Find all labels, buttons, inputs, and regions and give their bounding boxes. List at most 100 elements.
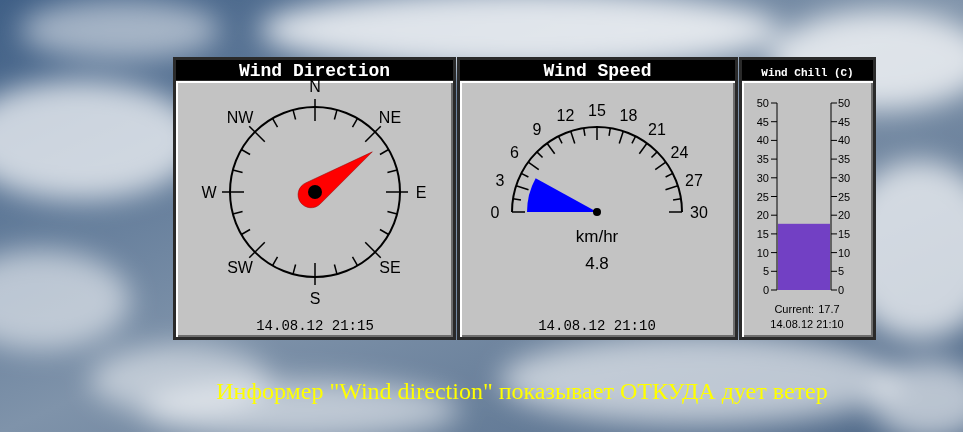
major-tick: [547, 143, 555, 154]
minor-tick: [293, 110, 296, 120]
tick-left: [771, 177, 777, 178]
gauge-hub: [593, 208, 601, 216]
panel: Wind Chill (C)00551010151520202525303035…: [739, 57, 876, 340]
tick-label-left: 45: [757, 116, 769, 128]
direction-needle: [298, 152, 372, 208]
tick-right: [831, 177, 837, 178]
cloud: [0, 80, 200, 200]
tick-label: 27: [685, 172, 703, 189]
tick-right: [831, 290, 837, 291]
major-tick: [516, 186, 528, 190]
panel-face: [744, 83, 871, 335]
panel-frame: [173, 57, 456, 340]
tick-right: [831, 140, 837, 141]
timestamp: 14.08.12 21:10: [538, 318, 656, 334]
wind-chill-bar: [778, 224, 830, 290]
minor-tick: [380, 230, 389, 235]
major-tick: [365, 126, 381, 142]
current-label: Current:17.7: [774, 303, 839, 315]
tick-right: [831, 196, 837, 197]
value-label: 17.7: [818, 303, 839, 315]
clouds: [0, 0, 963, 432]
tick-right: [831, 103, 837, 104]
minor-tick: [609, 128, 610, 136]
title-bar: [460, 60, 735, 80]
minor-tick: [673, 199, 681, 200]
minor-tick: [632, 136, 636, 143]
panel-face: [178, 83, 451, 335]
tick-label: 24: [671, 144, 689, 161]
panel-bevel: [744, 83, 873, 337]
direction-label: SW: [227, 259, 254, 276]
direction-label: NE: [379, 109, 401, 126]
tick-label: 30: [690, 204, 708, 221]
tick-label-left: 5: [763, 265, 769, 277]
major-tick: [222, 191, 244, 193]
tick-left: [771, 233, 777, 234]
major-tick: [655, 162, 666, 170]
direction-label: SE: [379, 259, 400, 276]
title-bar: [176, 60, 453, 80]
title-bar: [742, 60, 873, 80]
major-tick: [596, 127, 598, 140]
minor-tick: [380, 150, 389, 155]
minor-tick: [293, 264, 296, 274]
needle-hub: [308, 185, 322, 199]
tick-label-right: 10: [838, 247, 850, 259]
minor-tick: [558, 136, 562, 143]
major-tick: [571, 131, 575, 143]
gauge-arc: [512, 127, 682, 212]
minor-tick: [387, 211, 397, 214]
major-tick: [639, 143, 647, 154]
cloud: [870, 360, 963, 432]
direction-label: S: [310, 290, 321, 307]
timestamp: 14.08.12 21:10: [770, 318, 843, 330]
minor-tick: [521, 173, 528, 177]
direction-label: NW: [227, 109, 255, 126]
minor-tick: [241, 230, 250, 235]
minor-tick: [334, 110, 337, 120]
minor-tick: [537, 152, 543, 158]
tick-label: 18: [620, 107, 638, 124]
tick-label-left: 25: [757, 191, 769, 203]
tick-label-left: 30: [757, 172, 769, 184]
tick-label: 6: [510, 144, 519, 161]
tick-label: 12: [557, 107, 575, 124]
panel-bevel: [742, 81, 873, 337]
direction-label: W: [201, 184, 217, 201]
major-tick: [249, 242, 265, 258]
tick-label-right: 25: [838, 191, 850, 203]
minor-tick: [666, 173, 673, 177]
panel: Wind Speed036912151821242730km/hr4.814.0…: [457, 57, 738, 340]
tick-label: 0: [491, 204, 500, 221]
tick-label-left: 20: [757, 209, 769, 221]
minor-tick: [353, 118, 358, 127]
panel-title: Wind Chill (C): [761, 67, 853, 79]
panel-frame: [739, 57, 876, 340]
tick-label-right: 35: [838, 153, 850, 165]
tick-label: 9: [533, 121, 542, 138]
compass-ring: [230, 107, 400, 277]
tick-label-left: 40: [757, 134, 769, 146]
tick-label-right: 0: [838, 284, 844, 296]
panel-face: [462, 83, 733, 335]
tick-label-right: 15: [838, 228, 850, 240]
minor-tick: [584, 128, 585, 136]
tick-left: [771, 159, 777, 160]
tick-label-right: 45: [838, 116, 850, 128]
tick-label-left: 50: [757, 97, 769, 109]
major-tick: [386, 191, 408, 193]
major-tick: [669, 211, 682, 213]
panel: Wind DirectionNNEESESSWWNW14.08.12 21:15: [173, 57, 456, 340]
minor-tick: [353, 257, 358, 266]
minor-tick: [273, 257, 278, 266]
panel-title: Wind Speed: [543, 61, 651, 81]
timestamp: 14.08.12 21:15: [256, 318, 374, 334]
tick-left: [771, 215, 777, 216]
tick-right: [831, 233, 837, 234]
tick-label-right: 30: [838, 172, 850, 184]
tick-right: [831, 252, 837, 253]
panel-frame: [457, 57, 738, 340]
tick-right: [831, 215, 837, 216]
gauge-marks: [527, 178, 597, 212]
